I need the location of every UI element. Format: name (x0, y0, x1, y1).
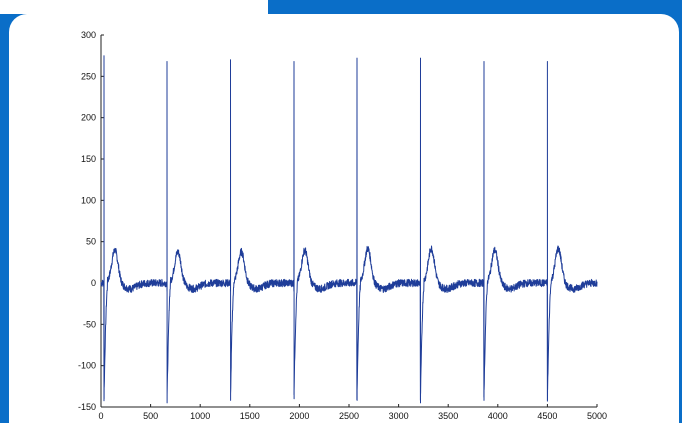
y-tick-label: 300 (81, 30, 96, 40)
x-tick-label: 1000 (190, 411, 210, 421)
series-group (100, 55, 598, 404)
frame-panel (9, 14, 679, 423)
y-axis-ticks: 300 250 200 150 100 50 0 -50 -100 -150 (78, 30, 104, 412)
x-tick-label: 1500 (240, 411, 260, 421)
x-tick-label: 2500 (339, 411, 359, 421)
frame-top-left-white (0, 0, 268, 14)
y-tick-label: 150 (81, 154, 96, 164)
y-tick-label: 200 (81, 113, 96, 123)
axes (100, 35, 597, 408)
signal-line (100, 55, 598, 404)
x-tick-label: 4000 (488, 411, 508, 421)
y-tick-label: 250 (81, 71, 96, 81)
y-tick-label: -100 (78, 361, 96, 371)
x-tick-label: 5000 (587, 411, 607, 421)
y-tick-label: -150 (78, 402, 96, 412)
x-tick-label: 500 (143, 411, 158, 421)
x-tick-label: 3000 (389, 411, 409, 421)
x-tick-label: 2000 (289, 411, 309, 421)
x-tick-label: 3500 (438, 411, 458, 421)
x-tick-label: 0 (98, 411, 103, 421)
x-axis-ticks: 0 500 1000 1500 2000 2500 3000 3500 4000 4500 5000 (98, 404, 607, 421)
y-tick-label: 50 (86, 237, 96, 247)
y-tick-label: -50 (83, 319, 96, 329)
x-tick-label: 4500 (537, 411, 557, 421)
y-tick-label: 0 (91, 278, 96, 288)
y-tick-label: 100 (81, 195, 96, 205)
